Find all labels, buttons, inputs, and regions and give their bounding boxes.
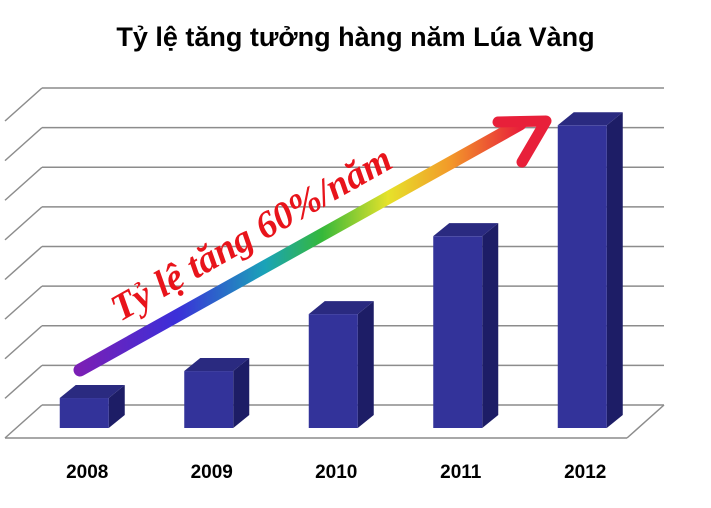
gridline-wall (5, 326, 42, 359)
bar-front (433, 236, 482, 428)
bar-2010 (309, 301, 374, 428)
x-tick-label: 2010 (315, 462, 357, 483)
x-tick-label: 2009 (191, 462, 233, 483)
x-tick-label: 2011 (440, 462, 482, 483)
gridline-wall (5, 365, 42, 398)
bar-2009 (184, 358, 249, 428)
gridline-wall (5, 167, 42, 200)
bar-front (60, 398, 109, 428)
bar-2012 (558, 112, 623, 428)
bar-side (358, 301, 374, 428)
bar-2008 (60, 385, 125, 428)
bar-front (558, 125, 607, 428)
bar-front (184, 371, 233, 428)
x-tick-label: 2012 (564, 462, 606, 483)
x-tick-labels: 2008 2009 2010 2011 2012 (66, 462, 606, 483)
gridline-wall (5, 88, 42, 121)
gridline-wall (5, 247, 42, 280)
bar-side (482, 223, 498, 428)
bar-2011 (433, 223, 498, 428)
gridline-wall (5, 207, 42, 240)
floor-edge-right (627, 405, 664, 438)
gridline-wall (5, 405, 42, 438)
bar-front (309, 314, 358, 428)
gridline-wall (5, 128, 42, 161)
bar-side (607, 112, 623, 428)
x-tick-label: 2008 (66, 462, 108, 483)
gridline-wall (5, 286, 42, 319)
